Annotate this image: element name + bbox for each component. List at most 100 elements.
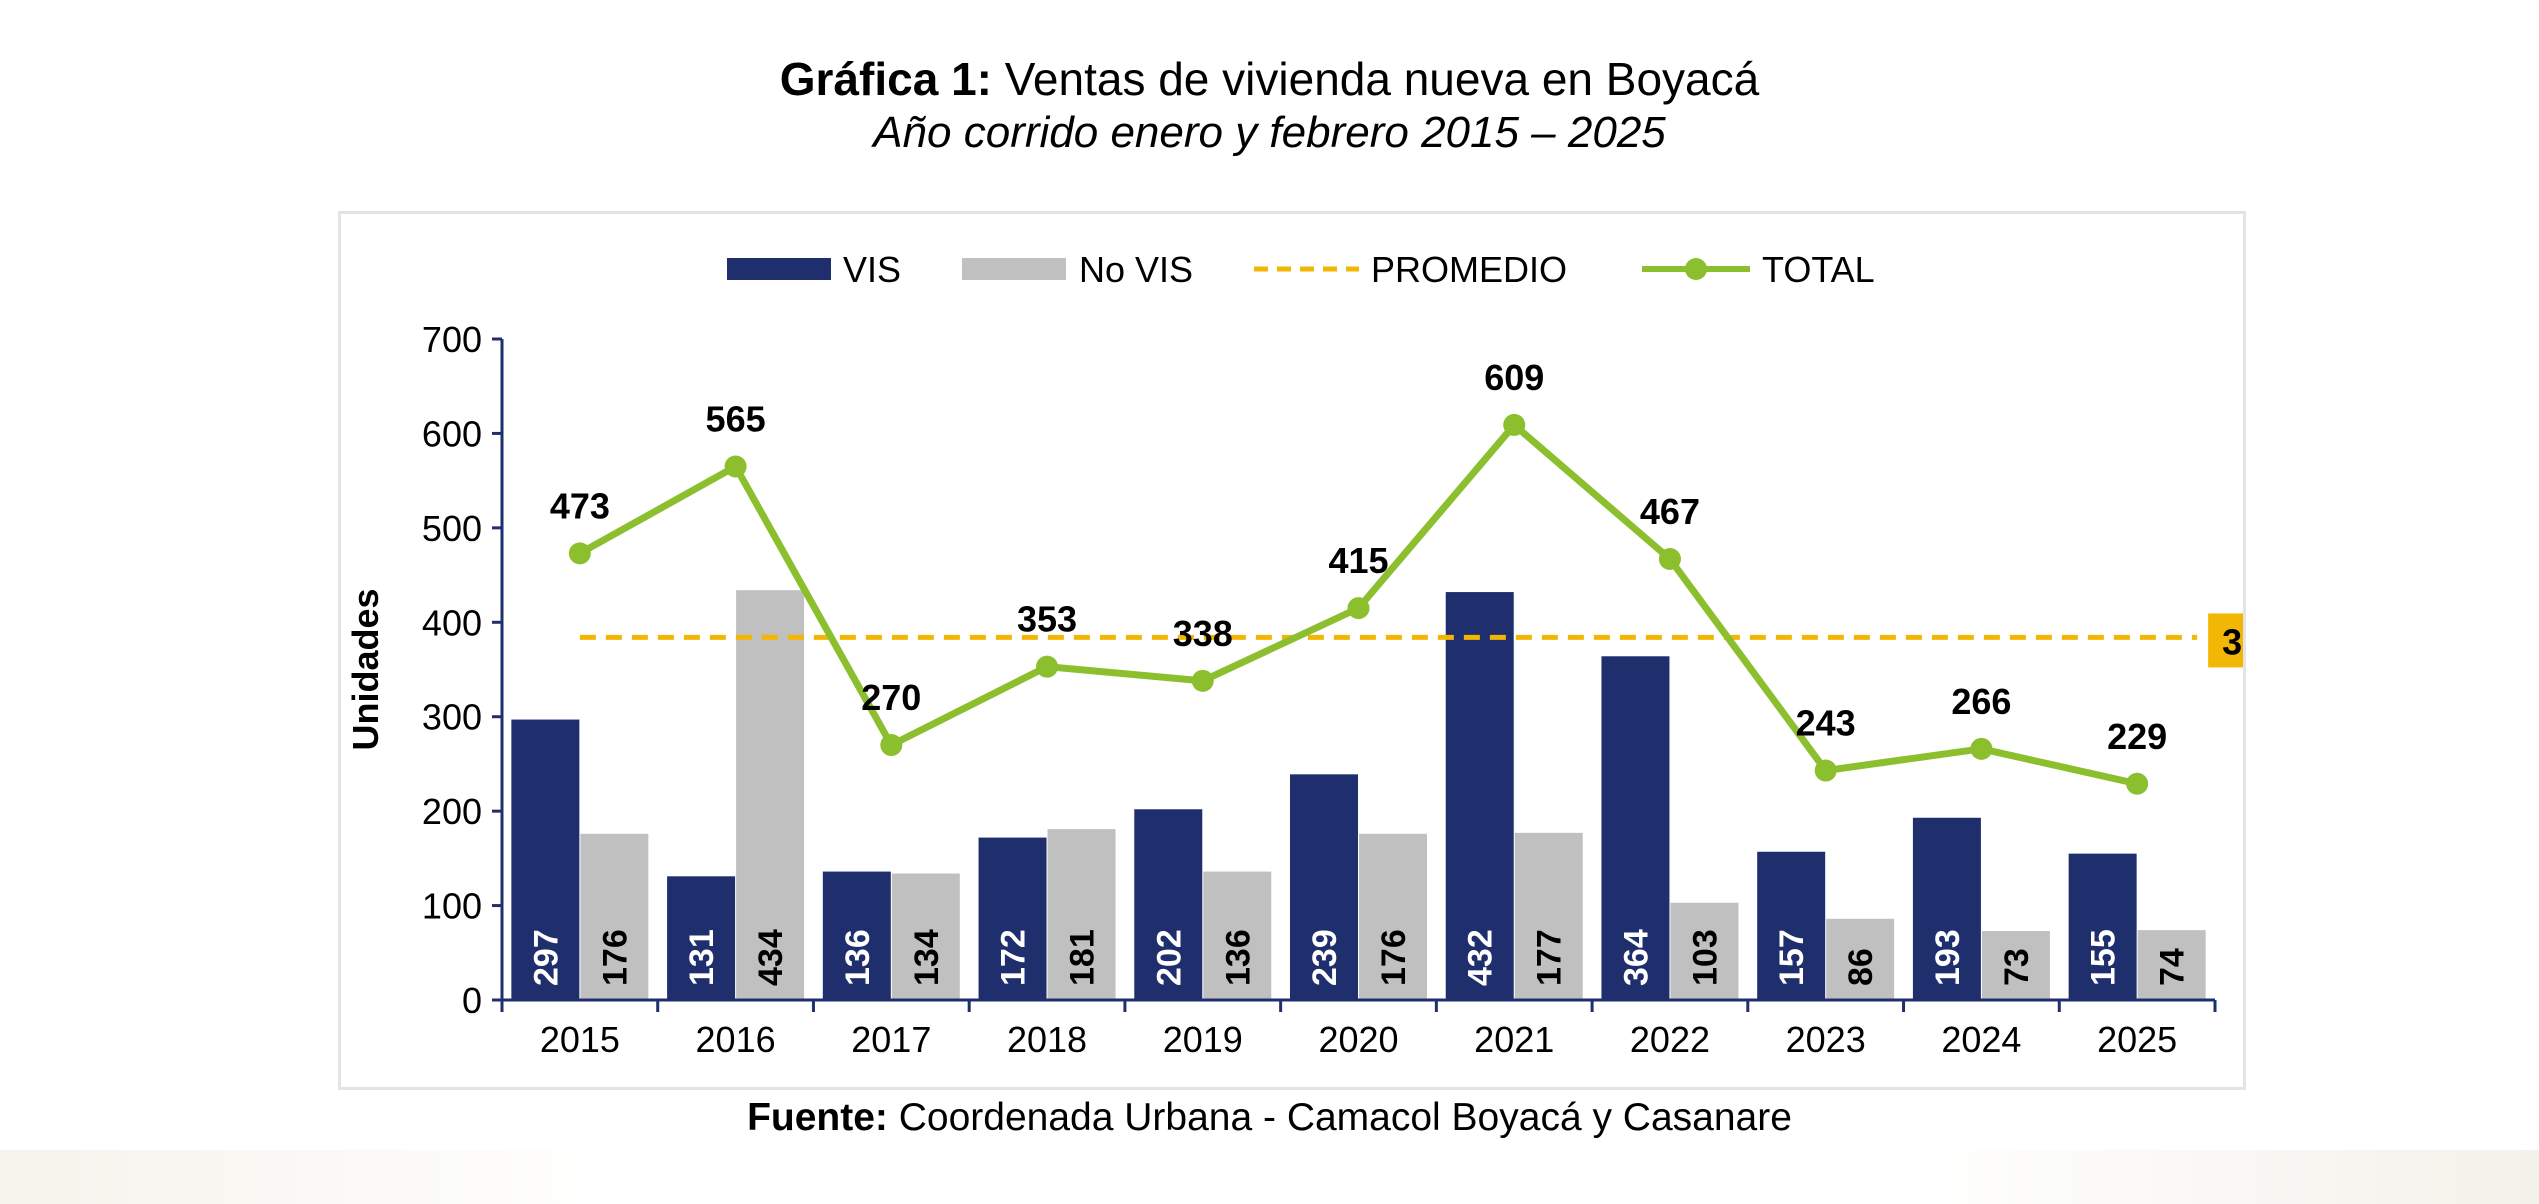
total-marker-2015 <box>568 542 591 565</box>
bar-no-vis-2023 <box>1826 918 1895 1000</box>
x-tick-label-2023: 2023 <box>1786 1019 1866 1060</box>
bar-no-vis-2022 <box>1670 902 1739 1000</box>
y-axis-title: Unidades <box>345 588 386 750</box>
legend-marker-total <box>1685 258 1707 280</box>
total-marker-2025 <box>2126 772 2149 795</box>
x-tick-label-2017: 2017 <box>851 1019 931 1060</box>
total-marker-2021 <box>1503 413 1526 436</box>
data-label-no-vis-2015: 176 <box>596 929 634 986</box>
total-marker-2018 <box>1036 655 1059 678</box>
bar-no-vis-2020 <box>1359 833 1427 1000</box>
total-marker-2023 <box>1814 759 1837 782</box>
y-tick-label: 0 <box>462 980 482 1021</box>
average-badge-label: 384 <box>2222 621 2243 662</box>
x-tick-label-2016: 2016 <box>696 1019 776 1060</box>
bar-vis-2019 <box>1134 809 1203 1000</box>
y-tick-label: 300 <box>422 697 482 738</box>
x-tick-label-2020: 2020 <box>1318 1019 1398 1060</box>
bar-no-vis-2018 <box>1047 829 1116 1000</box>
bar-no-vis-2017 <box>891 873 960 1000</box>
chart-area: 0 100 200 300 400 500 600 700 Unidades 297 176 131 4… <box>338 211 2246 1090</box>
bar-vis-2016 <box>667 876 736 1000</box>
bar-no-vis-2019 <box>1203 871 1272 1000</box>
data-label-no-vis-2016: 434 <box>752 929 790 986</box>
data-label-no-vis-2018: 181 <box>1064 929 1102 986</box>
legend-label-total: TOTAL <box>1762 249 1875 290</box>
bar-vis-2018 <box>978 837 1047 1000</box>
total-label-2015: 473 <box>550 485 610 526</box>
chart-subtitle: Año corrido enero y febrero 2015 – 2025 <box>873 108 1666 157</box>
x-tick-label-2025: 2025 <box>2097 1019 2177 1060</box>
bar-vis-2023 <box>1757 851 1826 1000</box>
bar-no-vis-2015 <box>580 833 649 1000</box>
bar-vis-2024 <box>1912 817 1981 1000</box>
data-label-no-vis-2022: 103 <box>1686 929 1724 986</box>
bar-vis-2015 <box>511 719 580 1000</box>
total-label-2018: 353 <box>1017 599 1077 640</box>
x-tick-label-2021: 2021 <box>1474 1019 1554 1060</box>
source-prefix: Fuente: <box>747 1096 888 1139</box>
x-tick-label-2015: 2015 <box>540 1019 620 1060</box>
y-tick-label: 400 <box>422 602 482 643</box>
x-tick-label-2024: 2024 <box>1941 1019 2021 1060</box>
total-label-2022: 467 <box>1640 491 1700 532</box>
source-note: Fuente: Coordenada Urbana - Camacol Boya… <box>0 1096 2539 1140</box>
total-label-2024: 266 <box>1951 681 2011 722</box>
total-label-2021: 609 <box>1484 357 1544 398</box>
data-label-vis-2016: 131 <box>683 929 721 986</box>
data-label-no-vis-2019: 136 <box>1219 929 1257 986</box>
total-marker-2024 <box>1970 737 1993 760</box>
total-label-2016: 565 <box>706 398 766 439</box>
bar-no-vis-2024 <box>1981 931 2050 1000</box>
data-label-no-vis-2025: 74 <box>2154 948 2192 986</box>
total-marker-2019 <box>1191 669 1214 692</box>
x-tick-label-2022: 2022 <box>1630 1019 1710 1060</box>
x-tick-label-2019: 2019 <box>1163 1019 1243 1060</box>
y-tick-label: 700 <box>422 319 482 360</box>
legend-label-vis: VIS <box>843 249 901 290</box>
y-tick-label: 600 <box>422 413 482 454</box>
data-label-vis-2018: 172 <box>995 929 1033 986</box>
data-label-vis-2023: 157 <box>1773 929 1811 986</box>
data-label-no-vis-2020: 176 <box>1375 929 1413 986</box>
total-label-2025: 229 <box>2107 716 2167 757</box>
bar-no-vis-2021 <box>1514 832 1583 1000</box>
data-label-vis-2025: 155 <box>2085 929 2123 986</box>
data-label-no-vis-2021: 177 <box>1531 929 1569 986</box>
total-label-2019: 338 <box>1173 613 1233 654</box>
data-label-vis-2022: 364 <box>1617 929 1655 986</box>
total-marker-2017 <box>880 734 903 757</box>
data-label-vis-2024: 193 <box>1929 929 1967 986</box>
data-label-vis-2021: 432 <box>1462 929 1500 986</box>
bar-vis-2017 <box>822 871 891 1000</box>
legend-swatch-no-vis <box>962 258 1066 280</box>
bar-vis-2020 <box>1290 774 1358 1000</box>
total-label-2023: 243 <box>1796 703 1856 744</box>
legend-label-no-vis: No VIS <box>1079 249 1193 290</box>
total-marker-2020 <box>1347 597 1370 620</box>
chart-title-prefix: Gráfica 1: <box>779 53 992 105</box>
data-label-no-vis-2023: 86 <box>1842 948 1880 986</box>
y-tick-label: 100 <box>422 886 482 927</box>
bar-vis-2021 <box>1445 592 1514 1000</box>
bar-vis-2025 <box>2068 853 2137 1000</box>
total-label-2020: 415 <box>1328 540 1388 581</box>
x-tick-label-2018: 2018 <box>1007 1019 1087 1060</box>
source-text: Coordenada Urbana - Camacol Boyacá y Cas… <box>898 1096 1792 1139</box>
bar-no-vis-2016 <box>736 590 805 1000</box>
total-marker-2016 <box>724 455 747 478</box>
data-label-vis-2019: 202 <box>1150 929 1188 986</box>
data-label-vis-2020: 239 <box>1306 929 1344 986</box>
bar-no-vis-2025 <box>2137 930 2206 1000</box>
data-label-vis-2015: 297 <box>527 929 565 986</box>
average-badge <box>2208 613 2243 668</box>
total-marker-2022 <box>1658 548 1681 571</box>
chart-title: Gráfica 1: Ventas de vivienda nueva en B… <box>0 52 2539 106</box>
data-label-no-vis-2024: 73 <box>1998 948 2036 986</box>
data-label-no-vis-2017: 134 <box>908 929 946 986</box>
legend-swatch-vis <box>727 258 831 280</box>
chart-title-text: Ventas de vivienda nueva en Boyacá <box>1004 53 1760 105</box>
y-tick-label: 200 <box>422 791 482 832</box>
legend-label-promedio: PROMEDIO <box>1371 249 1567 290</box>
bar-vis-2022 <box>1601 656 1670 1000</box>
